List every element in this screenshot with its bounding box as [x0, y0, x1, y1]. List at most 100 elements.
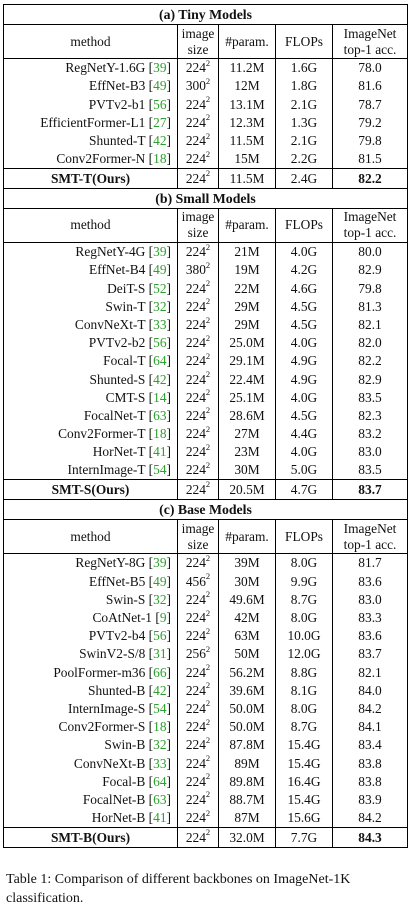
image-size-exponent: 2 [205, 460, 211, 470]
image-size-exponent: 2 [205, 807, 211, 818]
method-name: PoolFormer-m36 [53, 664, 146, 680]
cell-params: 87M [218, 808, 276, 828]
citation-link[interactable]: 63 [153, 791, 167, 807]
cell-accuracy: 83.7 [331, 645, 409, 664]
citation-link[interactable]: 39 [153, 244, 167, 260]
image-size-base: 224 [185, 773, 206, 789]
citation-link[interactable]: 31 [153, 646, 167, 662]
citation-link[interactable]: 39 [153, 555, 167, 571]
section-title-row: (c) Base Models [2, 499, 409, 520]
citation-link[interactable]: 18 [153, 151, 167, 167]
method-name: EffNet-B4 [89, 262, 146, 278]
header-accuracy-line2: top-1 acc. [343, 41, 397, 57]
cell-image-size: 2242 [177, 333, 219, 353]
method-name: Focal-T [103, 353, 146, 369]
cell-flops: 4.0G [275, 242, 333, 262]
citation-link[interactable]: 32 [153, 298, 167, 314]
header-image-size: image size [177, 519, 219, 554]
citation-link[interactable]: 32 [153, 591, 167, 607]
image-size-exponent: 2 [205, 571, 211, 582]
table-row: HorNet-T [41] 2242 23M 4.0G 83.0 [3, 443, 409, 462]
image-size-base: 224 [185, 719, 206, 735]
cell-flops: 8.0G [275, 699, 333, 718]
cell-image-size: 2242 [177, 626, 219, 646]
citation-link[interactable]: 33 [153, 316, 167, 332]
header-params: #param. [218, 208, 276, 243]
image-size-exponent: 2 [205, 698, 211, 709]
cell-image-size: 2242 [177, 789, 219, 809]
image-size-exponent: 2 [205, 753, 211, 764]
citation-link[interactable]: 66 [153, 664, 167, 680]
table-row: Conv2Former-N [18] 2242 15M 2.2G 81.5 [3, 149, 409, 169]
table-row: CMT-S [14] 2242 25.1M 4.0G 83.5 [3, 388, 409, 407]
citation-link[interactable]: 39 [153, 60, 167, 76]
method-name: DeiT-S [107, 280, 146, 296]
table-row: HorNet-B [41] 2242 87M 15.6G 84.2 [3, 807, 409, 828]
image-size-base: 224 [185, 133, 206, 149]
cell-params: 13.1M [218, 95, 276, 114]
cell-flops: 8.0G [275, 608, 333, 627]
cell-flops: 2.1G [275, 131, 333, 150]
citation-link[interactable]: 41 [153, 810, 167, 826]
cell-image-size: 2242 [177, 406, 219, 425]
cell-accuracy: 79.8 [331, 131, 409, 150]
citation-link[interactable]: 56 [153, 628, 167, 644]
cell-accuracy: 81.5 [331, 149, 409, 169]
citation-link[interactable]: 56 [153, 96, 167, 112]
cell-accuracy: 84.1 [331, 717, 409, 737]
method-name: SMT-S(Ours) [51, 481, 130, 497]
citation-link[interactable]: 63 [153, 407, 167, 423]
image-size-base: 224 [185, 426, 206, 442]
citation-link[interactable]: 49 [153, 573, 167, 589]
image-size-exponent: 2 [205, 789, 211, 800]
header-flops: FLOPs [275, 24, 333, 59]
citation-link[interactable]: 27 [153, 114, 167, 130]
citation-link[interactable]: 49 [153, 78, 167, 94]
citation-link[interactable]: 52 [153, 280, 167, 296]
citation-link[interactable]: 41 [153, 444, 167, 460]
image-size-exponent: 2 [205, 241, 211, 252]
table-row: FocalNet-B [63] 2242 88.7M 15.4G 83.9 [3, 789, 409, 809]
cell-flops: 4.9G [275, 352, 333, 371]
citation-link[interactable]: 64 [153, 353, 167, 369]
image-size-base: 224 [185, 700, 206, 716]
header-image-size-line2: size [187, 225, 209, 241]
method-name: ConvNeXt-B [73, 755, 146, 771]
header-image-size-line2: size [187, 41, 209, 57]
image-size-exponent: 2 [205, 112, 211, 123]
citation-link[interactable]: 42 [153, 133, 167, 149]
image-size-base: 456 [185, 573, 206, 589]
citation-link[interactable]: 42 [153, 682, 167, 698]
citation-link[interactable]: 18 [153, 719, 167, 735]
cell-accuracy: 82.0 [331, 333, 409, 353]
citation-link[interactable]: 64 [153, 773, 167, 789]
method-name: ConvNeXt-T [74, 316, 146, 332]
method-name: RegNetY-1.6G [65, 60, 146, 76]
cell-accuracy: 79.2 [331, 113, 409, 132]
citation-link[interactable]: 42 [153, 371, 167, 387]
cell-method: RegNetY-8G [39] [3, 553, 178, 573]
citation-link[interactable]: 54 [153, 462, 167, 478]
citation-link[interactable]: 32 [153, 737, 167, 753]
header-accuracy-line2: top-1 acc. [343, 225, 397, 241]
cell-params: 29M [218, 297, 276, 316]
cell-image-size: 2242 [177, 608, 219, 627]
method-name: Swin-S [105, 591, 146, 607]
citation-link[interactable]: 18 [153, 426, 167, 442]
cell-image-size: 2242 [177, 553, 219, 573]
cell-image-size: 2242 [177, 315, 219, 334]
cell-params: 63M [218, 626, 276, 646]
header-accuracy-line1: ImageNet [343, 25, 397, 41]
citation-link[interactable]: 56 [153, 335, 167, 351]
header-method: method [3, 24, 178, 59]
image-size-exponent: 2 [205, 771, 211, 782]
image-size-exponent: 2 [205, 76, 211, 87]
cell-image-size: 2242 [177, 771, 219, 791]
method-name: SwinV2-S/8 [79, 646, 146, 662]
citation-link[interactable]: 33 [153, 755, 167, 771]
table-caption: Table 1: Comparison of different backbon… [6, 872, 351, 906]
citation-link[interactable]: 54 [153, 700, 167, 716]
citation-link[interactable]: 14 [153, 389, 167, 405]
citation-link[interactable]: 49 [153, 262, 167, 278]
citation-link[interactable]: 9 [159, 610, 167, 626]
